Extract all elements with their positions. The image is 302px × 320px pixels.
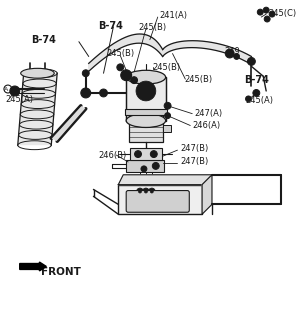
Text: 245(A): 245(A) [246, 96, 274, 105]
Text: 246(A): 246(A) [192, 121, 220, 130]
Text: 245(B): 245(B) [107, 49, 135, 58]
Text: 246(B): 246(B) [98, 151, 127, 160]
Circle shape [166, 114, 169, 117]
Bar [125, 109, 167, 115]
Polygon shape [51, 106, 86, 141]
Circle shape [152, 152, 156, 156]
Circle shape [269, 11, 275, 17]
Text: 247(A): 247(A) [194, 109, 222, 118]
Circle shape [81, 88, 91, 98]
Text: 245(B): 245(B) [153, 63, 181, 72]
Ellipse shape [21, 68, 54, 78]
Circle shape [136, 152, 140, 156]
Circle shape [133, 79, 136, 82]
Circle shape [166, 104, 169, 108]
Bar [129, 115, 163, 142]
Text: FRONT: FRONT [41, 268, 81, 277]
Polygon shape [163, 41, 251, 63]
Circle shape [150, 190, 153, 193]
Circle shape [257, 9, 263, 15]
Text: A: A [4, 86, 8, 92]
Text: 247(B): 247(B) [180, 144, 209, 153]
Circle shape [154, 164, 158, 168]
Polygon shape [89, 34, 163, 71]
Circle shape [102, 91, 105, 95]
Polygon shape [18, 73, 57, 145]
Ellipse shape [126, 70, 165, 84]
Circle shape [135, 151, 141, 157]
Circle shape [228, 52, 232, 55]
Circle shape [117, 64, 124, 71]
Polygon shape [202, 175, 212, 214]
Text: B-74: B-74 [98, 21, 124, 31]
Circle shape [131, 77, 137, 84]
Circle shape [164, 102, 171, 109]
Circle shape [271, 13, 273, 15]
Circle shape [124, 73, 129, 78]
Circle shape [165, 113, 171, 119]
Circle shape [148, 188, 155, 195]
Circle shape [82, 70, 89, 77]
Circle shape [119, 66, 122, 69]
Text: 245(B): 245(B) [138, 23, 166, 32]
FancyBboxPatch shape [126, 191, 189, 212]
Circle shape [12, 89, 17, 93]
Text: 245(B): 245(B) [184, 75, 213, 84]
Circle shape [265, 9, 268, 12]
Text: B-74: B-74 [245, 75, 269, 85]
Text: 245(C): 245(C) [268, 9, 296, 18]
Circle shape [150, 151, 157, 157]
Circle shape [141, 166, 147, 172]
Circle shape [234, 53, 239, 60]
Bar [126, 160, 164, 172]
Bar [118, 185, 202, 214]
Circle shape [264, 16, 270, 22]
Text: 245(A): 245(A) [5, 95, 33, 104]
Circle shape [259, 11, 262, 13]
Text: 247(B): 247(B) [180, 157, 209, 166]
Circle shape [100, 89, 108, 97]
Bar [163, 124, 171, 132]
Circle shape [142, 167, 146, 171]
Circle shape [121, 70, 132, 81]
Circle shape [137, 188, 143, 195]
Circle shape [266, 18, 268, 20]
Circle shape [263, 7, 269, 13]
Circle shape [84, 72, 87, 75]
Circle shape [246, 96, 251, 102]
Bar [126, 77, 165, 121]
Polygon shape [118, 175, 212, 185]
Circle shape [255, 92, 258, 94]
Ellipse shape [126, 114, 165, 127]
Circle shape [253, 90, 260, 96]
Text: 249: 249 [225, 47, 240, 56]
Circle shape [83, 91, 88, 95]
Circle shape [152, 163, 159, 169]
Circle shape [136, 81, 156, 101]
Text: B-74: B-74 [31, 35, 56, 45]
Circle shape [225, 49, 234, 58]
Circle shape [247, 58, 255, 65]
Circle shape [143, 188, 149, 195]
Circle shape [139, 190, 141, 193]
FancyArrow shape [20, 262, 46, 271]
Circle shape [10, 86, 20, 96]
Bar [130, 148, 162, 160]
Circle shape [144, 190, 147, 193]
Circle shape [140, 85, 152, 97]
Text: 241(A): 241(A) [160, 11, 188, 20]
